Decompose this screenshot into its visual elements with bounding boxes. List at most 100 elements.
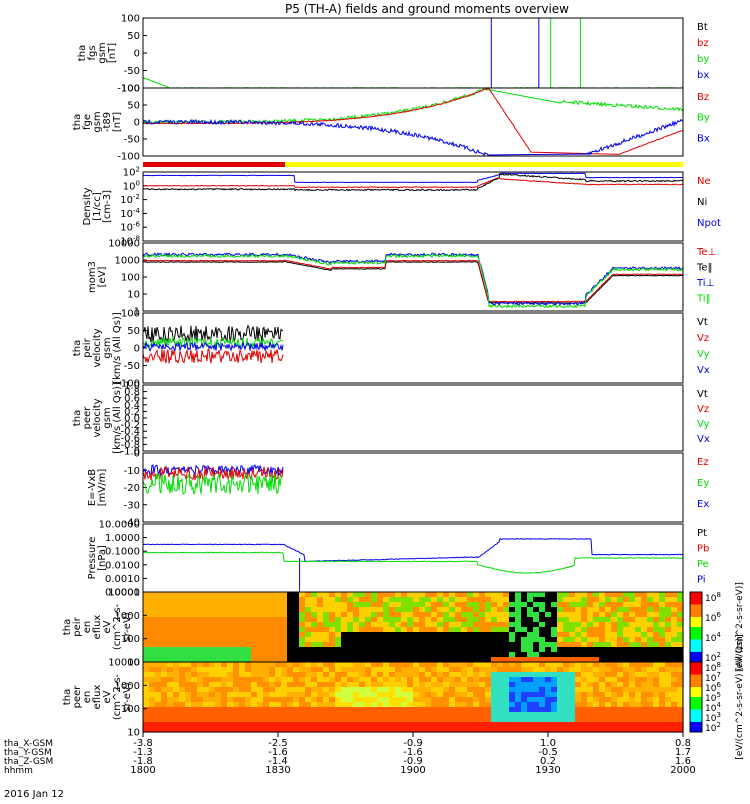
heatmap-cell: [641, 712, 648, 718]
heatmap-cell: [401, 622, 408, 628]
heatmap-cell: [377, 597, 384, 603]
heatmap-cell: [509, 647, 516, 653]
heatmap-cell: [665, 647, 672, 653]
heatmap-cell: [257, 662, 264, 668]
heatmap-cell: [359, 702, 366, 708]
y-axis-label: Pressure: [87, 537, 98, 580]
heatmap-cell: [233, 677, 240, 683]
heatmap-cell: [665, 712, 672, 718]
heatmap-cell: [605, 702, 612, 708]
heatmap-cell: [383, 657, 390, 663]
y-tick-label: 1.0: [124, 381, 140, 392]
heatmap-cell: [311, 717, 318, 723]
heatmap-cell: [467, 612, 474, 618]
heatmap-cell: [161, 617, 168, 623]
heatmap-cell: [473, 672, 480, 678]
heatmap-cell: [335, 682, 342, 688]
heatmap-cell: [209, 692, 216, 698]
heatmap-cell: [185, 712, 192, 718]
heatmap-cell: [539, 607, 546, 613]
heatmap-cell: [611, 697, 618, 703]
heatmap-cell: [635, 642, 642, 648]
heatmap-cell: [209, 612, 216, 618]
heatmap-cell: [341, 637, 348, 643]
heatmap-cell: [605, 617, 612, 623]
heatmap-cell: [593, 592, 600, 598]
heatmap-cell: [569, 712, 576, 718]
heatmap-cell: [617, 677, 624, 683]
heatmap-cell: [479, 717, 486, 723]
heatmap-cell: [509, 612, 516, 618]
heatmap-cell: [239, 672, 246, 678]
heatmap-cell: [353, 597, 360, 603]
heatmap-cell: [299, 687, 306, 693]
heatmap-cell: [233, 697, 240, 703]
heatmap-cell: [647, 622, 654, 628]
heatmap-cell: [323, 712, 330, 718]
heatmap-cell: [203, 702, 210, 708]
heatmap-cell: [665, 622, 672, 628]
heatmap-cell: [395, 727, 402, 733]
heatmap-cell: [521, 642, 528, 648]
heatmap-cell: [413, 672, 420, 678]
heatmap-cell: [311, 677, 318, 683]
heatmap-cell: [515, 712, 522, 718]
heatmap-cell: [347, 687, 354, 693]
heatmap-cell: [491, 657, 498, 663]
heatmap-cell: [263, 687, 270, 693]
heatmap-cell: [215, 722, 222, 728]
heatmap-cell: [671, 597, 678, 603]
heatmap-cell: [539, 712, 546, 718]
heatmap-cell: [575, 617, 582, 623]
heatmap-cell: [569, 707, 576, 713]
heatmap-cell: [569, 677, 576, 683]
heatmap-cell: [371, 657, 378, 663]
heatmap-cell: [659, 687, 666, 693]
heatmap-cell: [587, 662, 594, 668]
heatmap-cell: [257, 692, 264, 698]
heatmap-cell: [479, 662, 486, 668]
heatmap-cell: [389, 657, 396, 663]
heatmap-cell: [185, 667, 192, 673]
heatmap-cell: [281, 662, 288, 668]
heatmap-cell: [395, 612, 402, 618]
heatmap-cell: [353, 607, 360, 613]
heatmap-cell: [599, 687, 606, 693]
heatmap-cell: [653, 667, 660, 673]
heatmap-cell: [329, 632, 336, 638]
heatmap-cell: [209, 707, 216, 713]
heatmap-cell: [155, 637, 162, 643]
heatmap-cell: [425, 642, 432, 648]
colorbar-cell: [690, 697, 702, 700]
heatmap-cell: [203, 682, 210, 688]
heatmap-cell: [287, 702, 294, 708]
heatmap-cell: [509, 637, 516, 643]
heatmap-cell: [485, 597, 492, 603]
heatmap-cell: [653, 647, 660, 653]
heatmap-cell: [605, 652, 612, 658]
heatmap-cell: [467, 592, 474, 598]
heatmap-cell: [431, 662, 438, 668]
heatmap-cell: [641, 607, 648, 613]
heatmap-cell: [551, 722, 558, 728]
heatmap-cell: [659, 602, 666, 608]
heatmap-cell: [275, 607, 282, 613]
heatmap-cell: [347, 642, 354, 648]
y-axis-label: [km/s (All Qs)]: [112, 312, 123, 384]
heatmap-cell: [557, 647, 564, 653]
heatmap-cell: [605, 717, 612, 723]
heatmap-cell: [317, 622, 324, 628]
y-tick-label: -0.4: [120, 427, 140, 438]
heatmap-cell: [629, 597, 636, 603]
heatmap-cell: [599, 602, 606, 608]
heatmap-cell: [305, 662, 312, 668]
heatmap-cell: [335, 662, 342, 668]
heatmap-cell: [479, 667, 486, 673]
heatmap-cell: [599, 697, 606, 703]
heatmap-cell: [653, 602, 660, 608]
heatmap-cell: [365, 677, 372, 683]
heatmap-cell: [395, 677, 402, 683]
heatmap-cell: [209, 727, 216, 733]
heatmap-cell: [263, 627, 270, 633]
heatmap-cell: [227, 647, 234, 653]
